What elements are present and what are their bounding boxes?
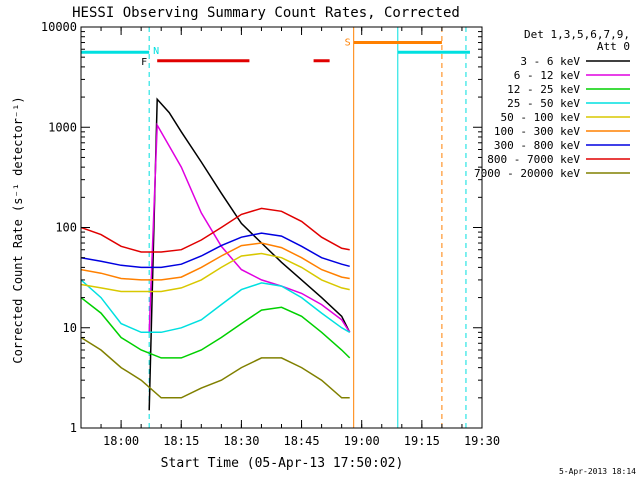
- legend-label: 6 - 12 keV: [514, 69, 581, 82]
- legend-label: 800 - 7000 keV: [487, 153, 580, 166]
- legend-header-line1: Det 1,3,5,6,7,9,: [524, 28, 630, 41]
- legend-label: 300 - 800 keV: [494, 139, 580, 152]
- legend-label: 7000 - 20000 keV: [474, 167, 580, 180]
- footer-date: 5-Apr-2013 18:14: [559, 467, 636, 476]
- y-tick-label: 10: [63, 321, 77, 335]
- series-line: [81, 207, 350, 253]
- plot-area: [81, 27, 470, 428]
- x-axis-label: Start Time (05-Apr-13 17:50:02): [161, 456, 404, 471]
- legend-label: 3 - 6 keV: [520, 55, 580, 68]
- x-tick-label: 18:30: [223, 434, 259, 448]
- chart-title: HESSI Observing Summary Count Rates, Cor…: [72, 5, 460, 21]
- x-tick-label: 19:00: [344, 434, 380, 448]
- legend-header-line2: Att 0: [597, 40, 630, 53]
- y-tick-label: 1: [70, 421, 77, 435]
- x-axis: 18:00 18:15 18:30 18:45 19:00 19:15 19:30: [80, 27, 500, 448]
- x-tick-label: 18:00: [103, 434, 139, 448]
- series-line: [81, 242, 350, 281]
- plot-frame: [80, 26, 483, 429]
- flag-label-f: F: [141, 57, 147, 68]
- series-line: [81, 336, 350, 399]
- x-tick-label: 18:15: [163, 434, 199, 448]
- series-line: [81, 297, 351, 359]
- x-tick-label: 19:15: [404, 434, 440, 448]
- x-tick-label: 19:30: [464, 434, 500, 448]
- x-tick-label: 18:45: [283, 434, 319, 448]
- y-tick-label: 10000: [41, 20, 77, 34]
- flag-label-s: S: [345, 38, 351, 49]
- series-line: [81, 279, 351, 334]
- y-tick-label: 1000: [48, 120, 77, 134]
- flag-label-n: N: [153, 46, 159, 57]
- legend-label: 12 - 25 keV: [507, 83, 580, 96]
- y-axis: 1 10 100 1000 10000: [41, 20, 482, 435]
- series-line: [81, 252, 350, 293]
- legend-label: 25 - 50 keV: [507, 97, 580, 110]
- series-line: [148, 122, 351, 333]
- y-tick-label: 100: [55, 221, 77, 235]
- series-line: [81, 232, 350, 269]
- legend-label: 50 - 100 keV: [501, 111, 581, 124]
- legend-label: 100 - 300 keV: [494, 125, 580, 138]
- y-axis-label: Corrected Count Rate (s⁻¹ detector⁻¹): [11, 96, 25, 363]
- series-line: [148, 97, 351, 411]
